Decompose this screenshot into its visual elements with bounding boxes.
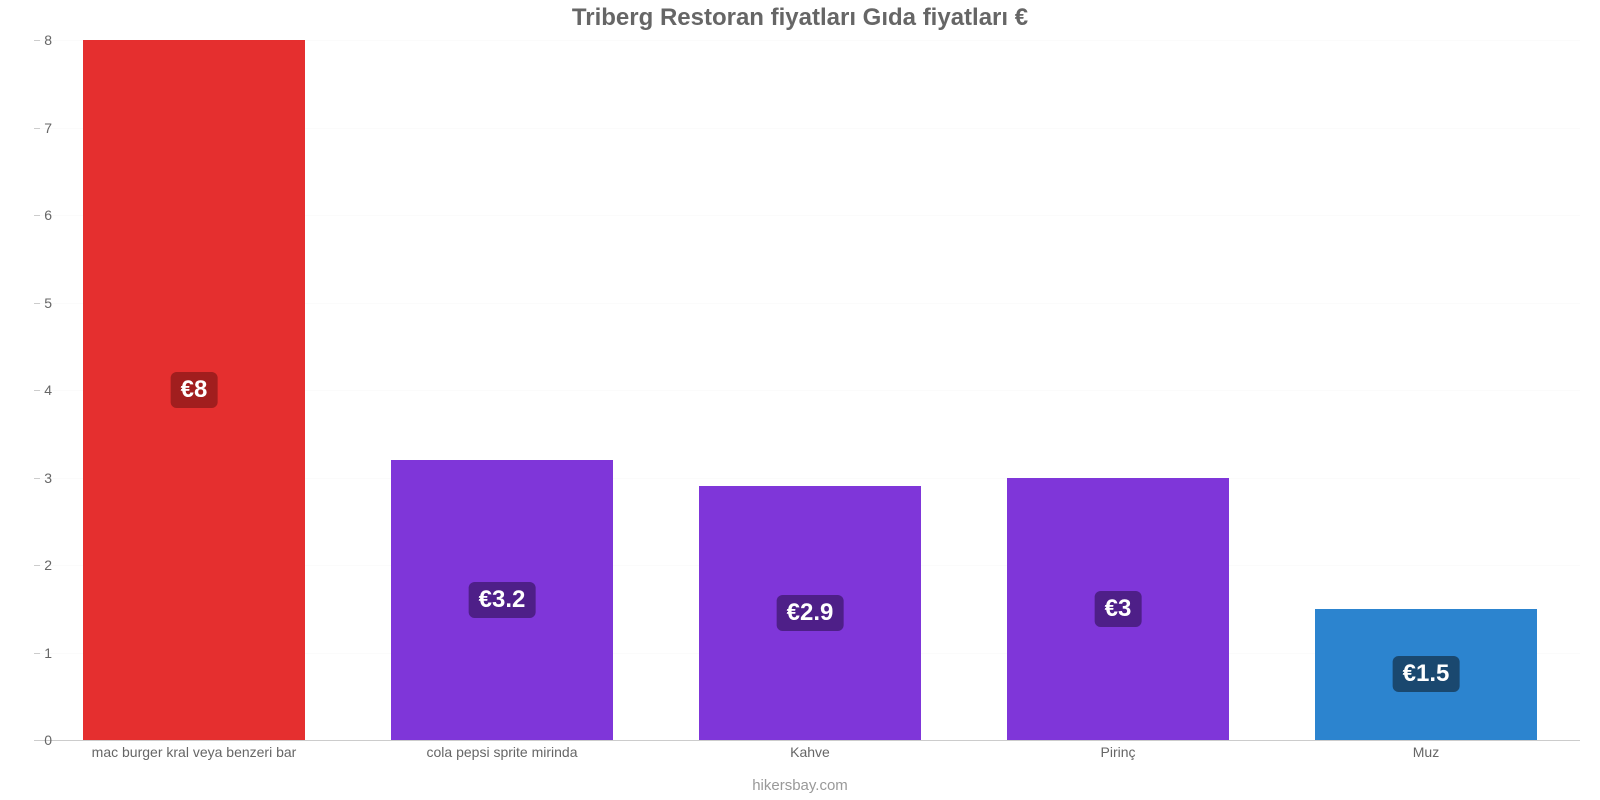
x-tick-label: Muz [1413, 744, 1439, 760]
y-tick-label: 8 [44, 32, 52, 48]
y-tick-label: 6 [44, 207, 52, 223]
y-tick-label: 7 [44, 120, 52, 136]
y-tick-mark [34, 565, 40, 566]
y-tick-label: 4 [44, 382, 52, 398]
y-tick-mark [34, 128, 40, 129]
y-tick-mark [34, 303, 40, 304]
price-bar-chart: Triberg Restoran fiyatları Gıda fiyatlar… [0, 0, 1600, 800]
bar: €8 [83, 40, 305, 740]
y-tick-label: 3 [44, 470, 52, 486]
bar: €1.5 [1315, 609, 1537, 740]
y-tick-mark [34, 40, 40, 41]
x-tick-label: cola pepsi sprite mirinda [427, 744, 578, 760]
bar: €3.2 [391, 460, 613, 740]
bar-value-label: €3.2 [469, 582, 536, 618]
chart-credit: hikersbay.com [0, 777, 1600, 794]
bar-value-label: €3 [1095, 591, 1142, 627]
x-tick-label: mac burger kral veya benzeri bar [92, 744, 297, 760]
x-axis-baseline [40, 740, 1580, 741]
bar: €2.9 [699, 486, 921, 740]
y-tick-label: 2 [44, 557, 52, 573]
bar-value-label: €8 [171, 372, 218, 408]
y-tick-label: 0 [44, 732, 52, 748]
y-tick-label: 1 [44, 645, 52, 661]
y-tick-mark [34, 215, 40, 216]
y-tick-mark [34, 478, 40, 479]
x-tick-label: Pirinç [1100, 744, 1135, 760]
bar-value-label: €1.5 [1393, 656, 1460, 692]
y-tick-mark [34, 390, 40, 391]
plot-area: €8mac burger kral veya benzeri bar€3.2co… [40, 40, 1580, 740]
bar: €3 [1007, 478, 1229, 741]
bar-value-label: €2.9 [777, 595, 844, 631]
chart-title: Triberg Restoran fiyatları Gıda fiyatlar… [0, 4, 1600, 32]
x-tick-label: Kahve [790, 744, 830, 760]
y-tick-mark [34, 653, 40, 654]
y-tick-label: 5 [44, 295, 52, 311]
